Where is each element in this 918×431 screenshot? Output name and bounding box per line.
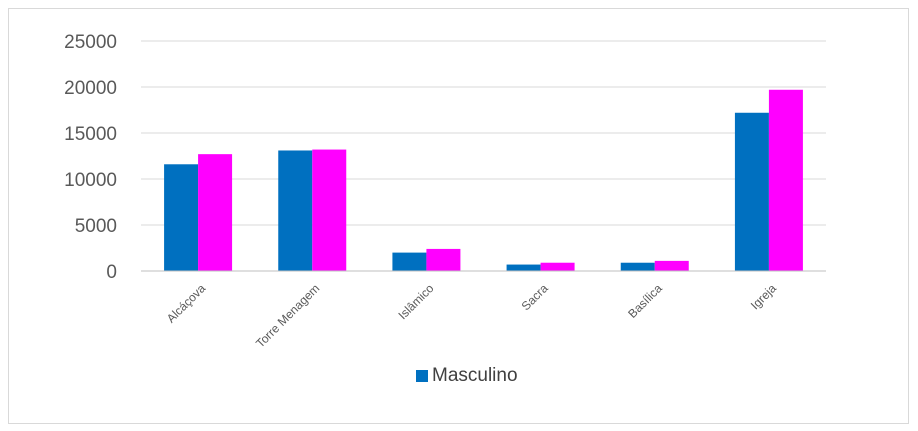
x-axis-ticks: Alcáçova Torre Menagem Islâmico Sacra Basíli… [164, 281, 779, 351]
x-tick-label: Sacra [519, 281, 551, 313]
y-tick-label: 25000 [64, 32, 117, 53]
bars [164, 89, 803, 271]
legend-label-masculino: Masculino [432, 365, 518, 386]
bar-series2-3 [540, 262, 575, 271]
bar-series2-0 [198, 154, 233, 271]
x-tick-label: Islâmico [396, 281, 437, 322]
y-tick-label: 20000 [64, 78, 117, 99]
bar-series1-4 [620, 262, 655, 271]
x-tick-label: Alcáçova [164, 281, 209, 326]
bar-series1-5 [734, 112, 769, 271]
x-tick-label: Basílica [625, 281, 665, 321]
bar-series1-3 [506, 264, 541, 271]
bar-series2-1 [312, 149, 347, 271]
bar-series1-2 [392, 252, 427, 271]
bar-series2-5 [768, 89, 803, 271]
x-tick-label: Igreja [748, 281, 779, 312]
bar-series2-4 [654, 260, 689, 271]
y-tick-label: 5000 [75, 216, 117, 237]
legend: Masculino [416, 366, 518, 386]
legend-swatch-masculino [416, 370, 428, 382]
y-axis-ticks: 0 5000 10000 15000 20000 25000 [64, 32, 117, 283]
gridlines [141, 40, 826, 226]
bar-series2-2 [426, 248, 461, 271]
y-tick-label: 10000 [64, 170, 117, 191]
bar-series1-1 [278, 150, 313, 271]
y-tick-label: 0 [106, 262, 117, 283]
x-tick-label: Torre Menagem [253, 281, 322, 350]
y-tick-label: 15000 [64, 124, 117, 145]
bar-series1-0 [164, 164, 199, 271]
